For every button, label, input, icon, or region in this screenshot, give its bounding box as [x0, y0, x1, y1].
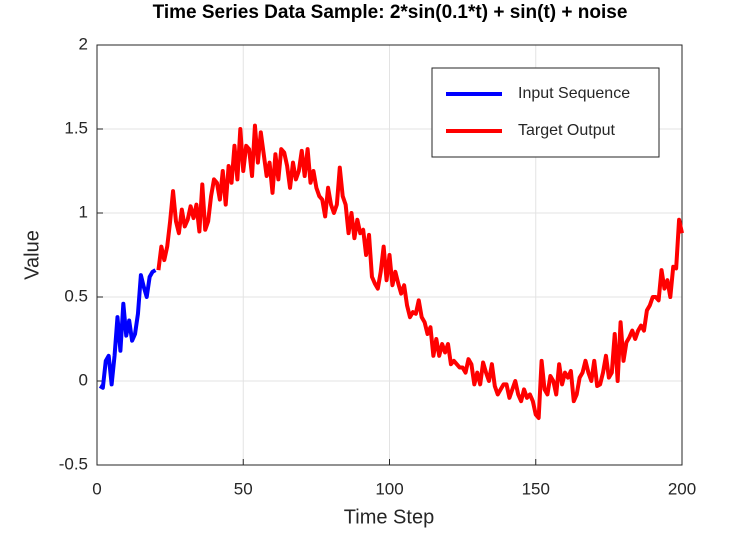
legend-label: Target Output [518, 122, 616, 139]
y-tick-label: 1 [79, 202, 88, 221]
y-tick-label: 1.5 [64, 118, 88, 137]
chart-title: Time Series Data Sample: 2*sin(0.1*t) + … [153, 2, 628, 23]
plot-frame [96, 44, 683, 466]
y-axis-label: Value [21, 230, 43, 280]
x-tick-label: 200 [668, 479, 696, 498]
x-tick-label: 50 [234, 479, 253, 498]
data-line [98, 268, 157, 390]
legend: Input Sequence Target Output [431, 67, 660, 158]
x-axis-label: Time Step [344, 506, 434, 528]
x-tick-label: 150 [522, 479, 550, 498]
x-tick-label: 0 [92, 479, 101, 498]
x-tick-label: 100 [375, 479, 403, 498]
legend-label: Input Sequence [518, 85, 630, 102]
y-tick-label: -0.5 [59, 454, 88, 473]
data-line [156, 123, 684, 420]
y-tick-label: 2 [79, 34, 88, 53]
y-tick-label: 0 [79, 370, 88, 389]
legend-box [431, 67, 660, 158]
y-tick-label: 0.5 [64, 286, 88, 305]
